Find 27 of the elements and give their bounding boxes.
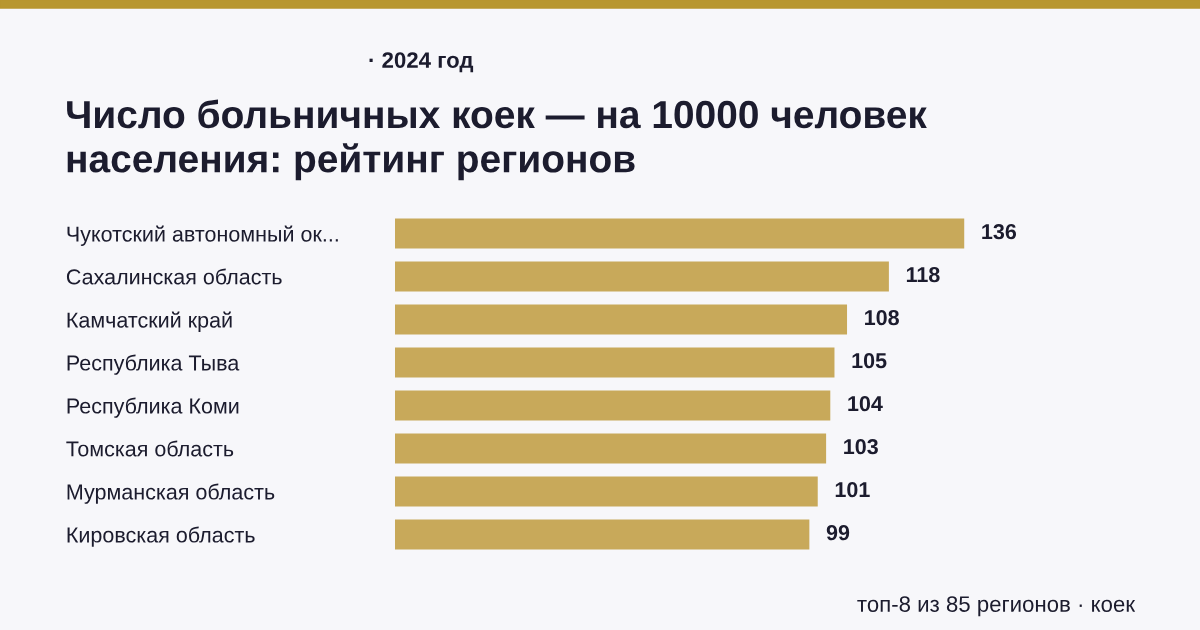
data-label: 105 [852, 353, 887, 369]
bar [395, 476, 818, 507]
bar [395, 347, 835, 378]
data-label: 103 [844, 439, 878, 455]
y-tick-label: Республика Коми [67, 397, 239, 418]
bar [395, 261, 889, 292]
data-label: 101 [835, 482, 870, 498]
bar [395, 390, 831, 421]
data-label: 99 [826, 525, 850, 541]
data-label: 108 [865, 310, 899, 326]
data-label: 104 [848, 396, 883, 412]
text: топ-8 из 85 регионов · коек [857, 596, 1136, 617]
y-tick-label: Республика Тыва [67, 354, 240, 375]
y-tick-label: Томская область [66, 440, 234, 457]
bar [395, 433, 827, 464]
y-tick-label: Кировская область [67, 526, 255, 547]
chart-title: Число больничных коек — на 10000 человек населения: рейтинг регионов [67, 99, 927, 181]
bar [395, 519, 810, 550]
bar [395, 304, 848, 335]
y-tick-label: Чукотский автономный ок... [67, 225, 338, 246]
y-tick-label: Мурманская область [67, 483, 275, 504]
chart-subtitle: · 2024 год [369, 52, 474, 73]
y-tick-label: Камчатский край [67, 311, 232, 332]
data-label: 136 [982, 224, 1017, 240]
y-tick-label: Сахалинская область [66, 268, 282, 285]
data-label: 118 [906, 267, 940, 283]
bar [395, 218, 965, 249]
